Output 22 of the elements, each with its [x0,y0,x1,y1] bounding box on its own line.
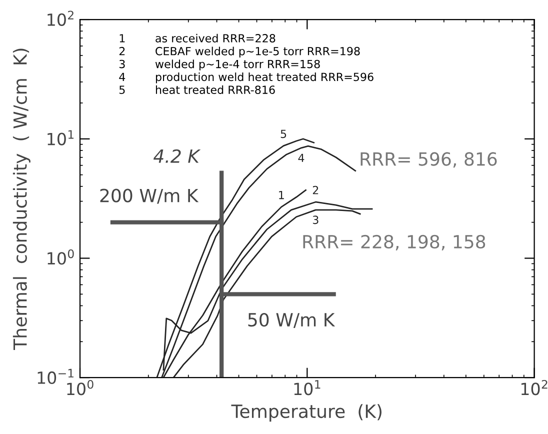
annotation: 4.2 K [154,149,201,163]
x-tick-label: 10$^{1}$ [294,380,320,396]
annotation: 1 [279,190,284,200]
x-axis-title: Temperature (K) [231,404,382,422]
text: 2 CEBAF welded p~1e-5 torr RRR=198 [119,46,360,58]
annotation: 50 W/m K [248,312,336,328]
y-tick-label: 10$^{0}$ [48,249,74,265]
annotation: RRR= 596, 816 [360,152,497,168]
text: 4 production weld heat treated RRR=596 [119,72,374,84]
y-tick-label: 10$^{1}$ [48,130,74,146]
text: 1 as received RRR=228 [120,34,276,42]
text: 3 welded p~1e-4 torr RRR=158 [119,60,320,70]
x-tick-label: 10$^{2}$ [521,380,548,396]
y-tick-label: 10$^{2}$ [48,10,74,26]
annotation: 4 [298,154,304,162]
annotation: 3 [312,216,318,224]
y-axis-title: Thermal conductivity ( W/cm K) [12,48,30,350]
annotation: 200 W/m K [100,188,199,204]
annotation: 2 [312,186,318,194]
annotation: RRR= 228, 198, 158 [303,234,486,250]
annotation: 5 [280,130,286,138]
text: 5 heat treated RRR-816 [119,85,275,94]
